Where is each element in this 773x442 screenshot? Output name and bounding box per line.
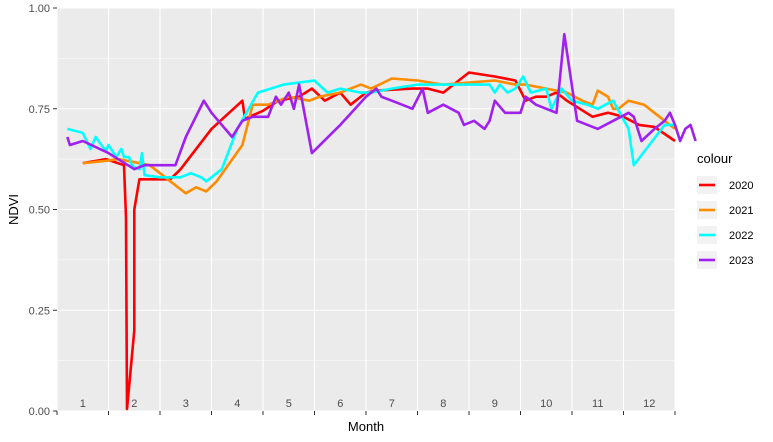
month-label: 10 bbox=[540, 398, 552, 410]
month-label: 12 bbox=[643, 398, 655, 410]
series-line-2020 bbox=[82, 71, 676, 411]
legend-label-2022: 2022 bbox=[729, 230, 753, 242]
x-axis-title: Month bbox=[348, 419, 384, 434]
month-label: 2 bbox=[131, 398, 137, 410]
series-line-2023 bbox=[66, 32, 697, 171]
series-line-2021 bbox=[82, 77, 676, 195]
legend: colour 2020 2021 2022 2023 bbox=[697, 151, 753, 269]
month-label: 8 bbox=[440, 398, 446, 410]
month-label: 11 bbox=[592, 398, 603, 410]
month-label: 7 bbox=[389, 398, 395, 410]
x-axis bbox=[56, 411, 676, 415]
month-label: 4 bbox=[234, 398, 240, 410]
y-tick-label: 0.50 bbox=[29, 205, 50, 217]
y-axis: 0.00 0.25 0.50 0.75 1.00 bbox=[29, 3, 57, 418]
y-tick-label: 0.75 bbox=[29, 104, 50, 116]
series-line-2022 bbox=[66, 75, 675, 183]
legend-label-2023: 2023 bbox=[729, 255, 753, 267]
month-label: 5 bbox=[286, 398, 292, 410]
y-tick-label: 0.25 bbox=[29, 305, 50, 317]
month-label: 3 bbox=[183, 398, 189, 410]
month-labels: 1 2 3 4 5 6 7 8 9 10 11 12 bbox=[80, 398, 656, 410]
month-label: 9 bbox=[492, 398, 498, 410]
series-lines bbox=[66, 32, 697, 411]
y-tick-label: 0.00 bbox=[29, 406, 50, 418]
month-label: 1 bbox=[80, 398, 86, 410]
y-axis-title: NDVI bbox=[6, 194, 21, 225]
y-tick-label: 1.00 bbox=[29, 3, 50, 15]
month-label: 6 bbox=[337, 398, 343, 410]
legend-label-2021: 2021 bbox=[729, 205, 753, 217]
legend-label-2020: 2020 bbox=[729, 180, 753, 192]
legend-title: colour bbox=[697, 151, 733, 166]
